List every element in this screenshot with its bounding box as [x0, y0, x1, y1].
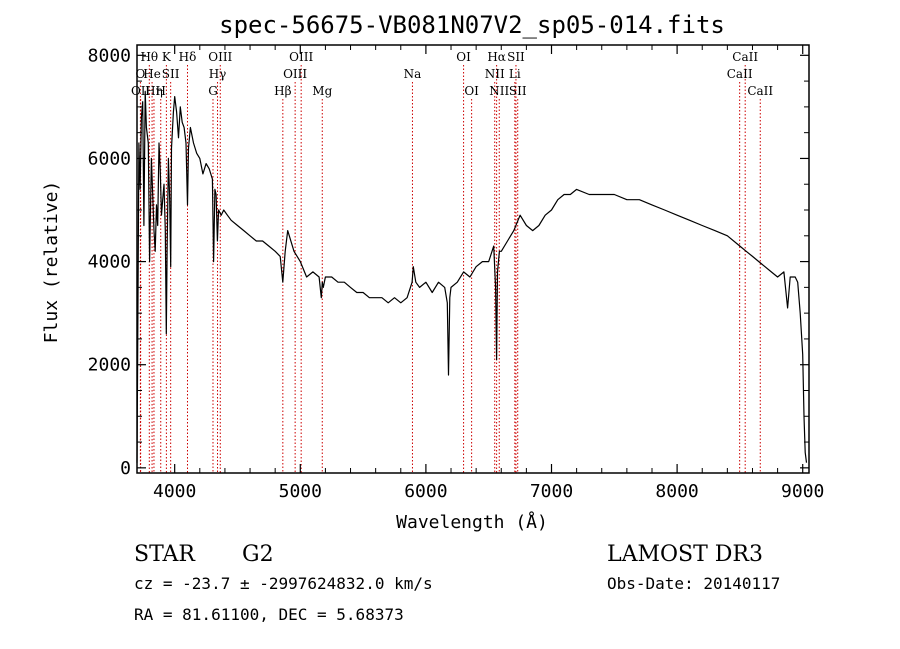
line-marker-label: CaII	[732, 50, 758, 64]
line-marker-label: CaII	[727, 67, 753, 81]
x-tick-label: 5000	[279, 481, 322, 502]
line-marker-label: O	[135, 67, 145, 81]
line-marker-label: He	[143, 67, 161, 81]
line-markers	[139, 65, 761, 473]
x-tick-label: 4000	[153, 481, 196, 502]
line-marker-label: NII	[489, 84, 509, 98]
line-marker-label: Hβ	[274, 84, 291, 98]
spectrum-line	[136, 90, 808, 463]
redshift-info: cz = -23.7 ± -2997624832.0 km/s	[134, 574, 433, 593]
line-marker-label: Na	[404, 67, 422, 81]
y-tick-label: 8000	[88, 45, 131, 66]
coordinates: RA = 81.61100, DEC = 5.68373	[134, 605, 404, 624]
line-marker-label: K	[162, 50, 172, 64]
x-axis-label: Wavelength (Å)	[396, 511, 548, 533]
line-marker-label: Hδ	[179, 50, 197, 64]
x-tick-label: 8000	[655, 481, 698, 502]
line-marker-label: Hγ	[209, 67, 227, 81]
survey-name: LAMOST DR3	[607, 542, 763, 567]
line-marker-label: SII	[162, 67, 180, 81]
y-tick-label: 0	[120, 458, 131, 479]
x-tick-label: 6000	[404, 481, 447, 502]
y-axis: 0 2000 4000 6000 8000	[88, 45, 809, 479]
line-marker-label: OIII	[289, 50, 313, 64]
line-marker-label: Hη	[145, 84, 163, 98]
line-marker-label: Hθ	[140, 50, 158, 64]
y-tick-label: 6000	[88, 148, 131, 169]
line-marker-label: Li	[509, 67, 521, 81]
y-tick-label: 2000	[88, 355, 131, 376]
line-marker-label: SII	[509, 84, 527, 98]
line-marker-label: CaII	[747, 84, 773, 98]
x-tick-label: 9000	[781, 481, 824, 502]
line-marker-label: SII	[507, 50, 525, 64]
line-marker-label: OI	[464, 84, 479, 98]
line-marker-label: Mg	[312, 84, 332, 98]
plot-frame	[136, 44, 810, 474]
x-tick-label: 7000	[530, 481, 573, 502]
x-axis: 4000 5000 6000 7000 8000 9000	[153, 45, 824, 502]
object-subclass: G2	[242, 542, 274, 567]
line-marker-label: H	[156, 84, 166, 98]
y-axis-label: Flux (relative)	[41, 181, 62, 344]
chart-title: spec-56675-VB081N07V2_sp05-014.fits	[219, 11, 725, 39]
obs-date: Obs-Date: 20140117	[607, 574, 780, 593]
line-marker-label: Hα	[487, 50, 506, 64]
line-marker-label: NII	[485, 67, 505, 81]
line-marker-label: OIII	[283, 67, 307, 81]
line-marker-label: OI	[456, 50, 471, 64]
object-class: STAR	[134, 542, 196, 567]
line-marker-label: OIII	[208, 50, 232, 64]
line-marker-label: G	[208, 84, 218, 98]
y-tick-label: 4000	[88, 252, 131, 273]
